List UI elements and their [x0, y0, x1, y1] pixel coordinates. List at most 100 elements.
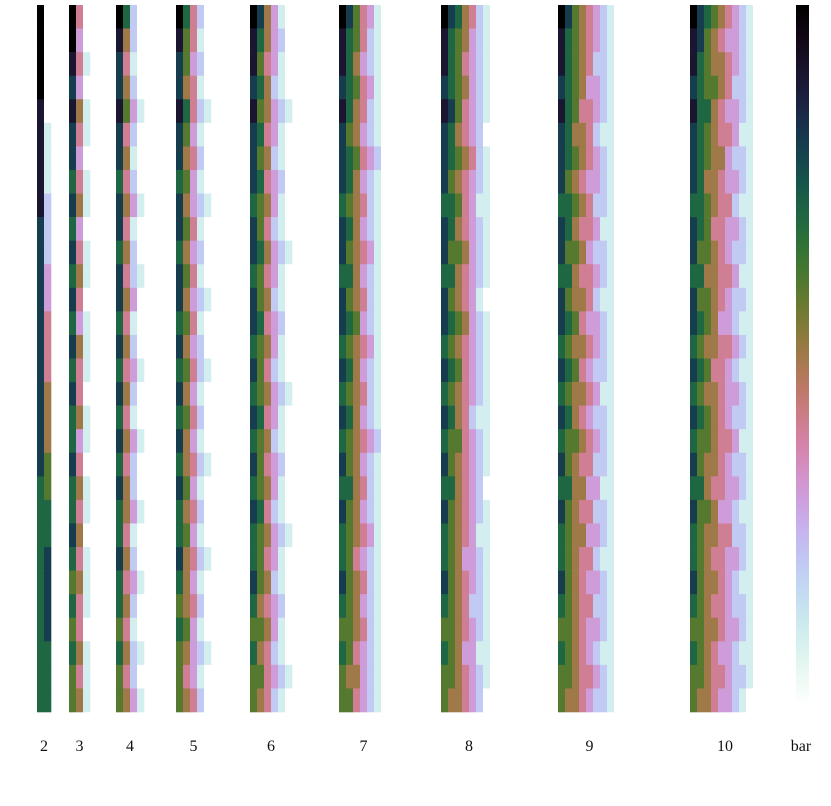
heatmap-cell — [197, 52, 205, 76]
heatmap-cell — [579, 617, 587, 642]
heatmap-cell — [607, 594, 615, 619]
heatmap-cell — [130, 405, 138, 430]
heatmap-cell — [462, 594, 470, 619]
heatmap-cell — [360, 429, 368, 454]
heatmap-cell — [353, 499, 361, 524]
heatmap-cell — [264, 311, 272, 336]
heatmap-cell — [83, 476, 91, 501]
heatmap-cell — [381, 311, 389, 336]
heatmap-cell — [711, 146, 719, 171]
heatmap-cell — [374, 28, 382, 53]
heatmap-cell — [476, 193, 484, 218]
heatmap-cell — [462, 429, 470, 454]
heatmap-cell — [367, 169, 375, 194]
heatmap-cell — [739, 664, 747, 689]
heatmap-cell — [490, 240, 498, 265]
heatmap-cell — [614, 311, 622, 336]
heatmap-cell — [44, 688, 52, 713]
heatmap-cell — [704, 570, 712, 595]
heatmap-cell — [346, 523, 354, 548]
heatmap-cell — [593, 594, 601, 619]
heatmap-cell — [732, 641, 740, 666]
heatmap-cell — [572, 334, 580, 359]
heatmap-cell — [732, 240, 740, 265]
heatmap-cell — [753, 146, 761, 171]
heatmap-cell — [469, 99, 477, 124]
heatmap-cell — [339, 217, 347, 241]
heatmap-cell — [607, 641, 615, 666]
heatmap-cell — [718, 122, 726, 147]
heatmap-cell — [614, 452, 622, 477]
heatmap-cell — [704, 169, 712, 194]
heatmap-cell — [565, 499, 573, 524]
heatmap-cell — [579, 5, 587, 29]
heatmap-cell — [197, 311, 205, 336]
heatmap-cell — [690, 641, 698, 666]
heatmap-cell — [123, 617, 131, 642]
heatmap-cell — [37, 452, 45, 477]
heatmap-cell — [469, 311, 477, 336]
heatmap-cell — [190, 617, 198, 642]
heatmap-cell — [711, 452, 719, 477]
heatmap-cell — [579, 452, 587, 477]
heatmap-cell — [123, 452, 131, 477]
heatmap-cell — [271, 264, 279, 289]
heatmap-cell — [353, 99, 361, 124]
heatmap-cell — [130, 499, 138, 524]
heatmap-cell — [204, 240, 212, 265]
heatmap-cell — [697, 429, 705, 454]
heatmap-cell — [739, 499, 747, 524]
heatmap-cell — [69, 146, 77, 171]
heatmap-cell — [360, 547, 368, 571]
heatmap-cell — [614, 688, 622, 713]
heatmap-cell — [455, 358, 463, 383]
heatmap-cell — [116, 52, 124, 76]
heatmap-cell — [116, 570, 124, 595]
heatmap-cell — [83, 641, 91, 666]
heatmap-cell — [572, 311, 580, 336]
heatmap-cell — [586, 264, 594, 289]
heatmap-cell — [600, 617, 608, 642]
heatmap-cell — [278, 311, 286, 336]
heatmap-cell — [753, 122, 761, 147]
heatmap-cell — [725, 405, 733, 430]
heatmap-cell — [697, 287, 705, 312]
heatmap-cell — [697, 5, 705, 29]
heatmap-cell — [83, 240, 91, 265]
heatmap-cell — [360, 452, 368, 477]
heatmap-cell — [257, 523, 265, 548]
heatmap-cell — [593, 28, 601, 53]
heatmap-cell — [732, 99, 740, 124]
heatmap-cell — [586, 523, 594, 548]
heatmap-cell — [360, 688, 368, 713]
heatmap-cell — [469, 217, 477, 241]
heatmap-cell — [116, 405, 124, 430]
heatmap-cell — [725, 452, 733, 477]
heatmap-cell — [69, 99, 77, 124]
heatmap-cell — [257, 499, 265, 524]
heatmap-cell — [483, 99, 491, 124]
heatmap-cell — [725, 547, 733, 571]
heatmap-cell — [469, 382, 477, 406]
heatmap-cell — [44, 405, 52, 430]
heatmap-cell — [374, 452, 382, 477]
heatmap-cell — [739, 311, 747, 336]
heatmap-cell — [448, 382, 456, 406]
heatmap-cell — [360, 287, 368, 312]
heatmap-cell — [572, 664, 580, 689]
heatmap-cell — [353, 28, 361, 53]
heatmap-cell — [381, 617, 389, 642]
heatmap-cell — [746, 405, 754, 430]
heatmap-cell — [732, 311, 740, 336]
heatmap-cell — [271, 99, 279, 124]
heatmap-cell — [137, 28, 145, 53]
heatmap-cell — [271, 217, 279, 241]
heatmap-cell — [197, 617, 205, 642]
heatmap-cell — [607, 52, 615, 76]
heatmap-cell — [176, 311, 184, 336]
heatmap-cell — [367, 405, 375, 430]
heatmap-cell — [593, 358, 601, 383]
heatmap-cell — [183, 570, 191, 595]
heatmap-cell — [123, 146, 131, 171]
heatmap-cell — [558, 311, 566, 336]
